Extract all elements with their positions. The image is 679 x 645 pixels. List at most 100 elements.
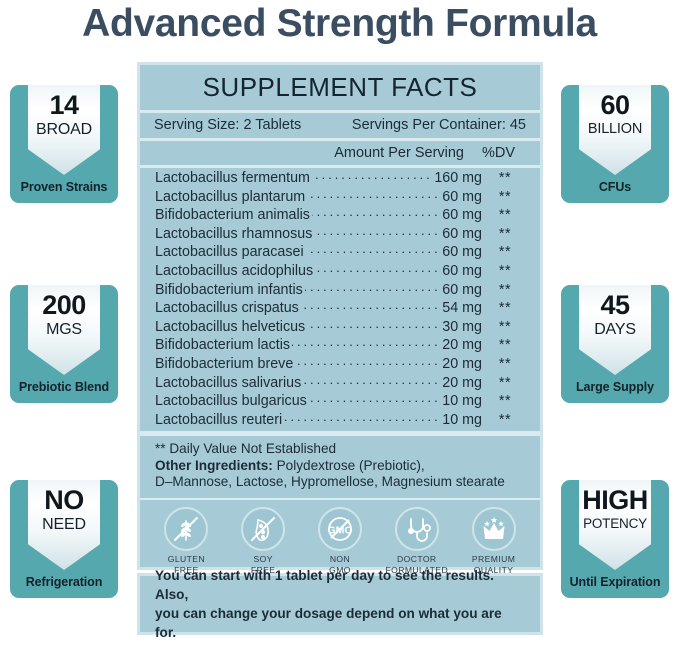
ingredient-name: Lactobacillus plantarum	[155, 188, 306, 205]
ingredient-amount: 20 mg	[442, 355, 482, 372]
leader-dots: ········································	[311, 170, 433, 185]
leader-dots: ········································	[303, 374, 441, 390]
page-title: Advanced Strength Formula	[82, 2, 597, 45]
ingredient-name: Lactobacillus reuteri	[155, 411, 283, 428]
ingredient-amount: 10 mg	[442, 411, 482, 428]
ingredient-dv: **	[498, 318, 512, 335]
servings-per-container: Servings Per Container: 45	[351, 117, 526, 133]
badge-cfus: 60 BILLION CFUs	[561, 85, 669, 203]
svg-text:GMO: GMO	[327, 524, 352, 536]
badge-proven-strains: 14 BROAD Proven Strains	[10, 85, 118, 203]
ingredient-dv: **	[498, 300, 512, 317]
ingredient-amount: 30 mg	[442, 318, 482, 335]
certification-row: GLUTEN FREE SOY FREE GMO NON GMO DOCTOR FORMULAT…	[140, 500, 540, 582]
badge-ribbon: 45 DAYS	[579, 285, 651, 375]
gmo-slash-icon: GMO	[317, 506, 362, 551]
badge-ribbon: 60 BILLION	[579, 85, 651, 175]
ingredient-row: Lactobacillus plantarum ·················…	[140, 188, 540, 207]
other-ingredients-text-1: Polydextrose (Prebiotic),	[272, 457, 425, 473]
certification-label-line-1: NON	[329, 553, 351, 564]
ingredient-dv: **	[498, 337, 512, 354]
ingredient-dv: **	[498, 225, 512, 242]
crown-stars-icon	[471, 506, 516, 551]
leader-dots: ········································	[301, 300, 441, 316]
serving-info-row: Serving Size: 2 Tablets Servings Per Con…	[140, 113, 540, 138]
badge-caption: Until Expiration	[569, 575, 661, 589]
ingredient-list: Lactobacillus fermentum ·················…	[140, 168, 540, 431]
ingredient-name: Bifidobacterium breve	[155, 355, 294, 372]
badge-ribbon: 200 MGS	[28, 285, 100, 375]
certification-badge: GLUTEN FREE	[151, 506, 221, 576]
ingredient-dv: **	[498, 244, 512, 261]
badge-caption: Prebiotic Blend	[18, 380, 110, 394]
soybean-slash-icon	[241, 506, 286, 551]
ingredient-row: Lactobacillus crispatus ·················…	[140, 299, 540, 318]
badge-value: 45	[600, 290, 630, 320]
certification-label-line-1: DOCTOR	[397, 553, 437, 564]
ingredient-dv: **	[498, 355, 512, 372]
ingredient-name: Lactobacillus helveticus	[155, 318, 306, 335]
ingredient-row: Bifidobacterium breve ···················…	[140, 355, 540, 374]
serving-size: Serving Size: 2 Tablets	[154, 117, 302, 133]
ingredient-row: Lactobacillus salivarius ················…	[140, 374, 540, 393]
ingredient-amount: 20 mg	[442, 337, 482, 354]
divider	[140, 110, 540, 113]
certification-badge: GMO NON GMO	[305, 506, 375, 576]
ingredient-amount: 54 mg	[442, 300, 482, 317]
badge-unit: MGS	[46, 321, 82, 338]
certification-label-line-2: FREE	[174, 564, 199, 575]
badge-value: 60	[600, 90, 630, 120]
instruction-line-1: You can start with 1 tablet per day to s…	[155, 568, 494, 602]
ingredient-dv: **	[498, 411, 512, 428]
other-ingredients-line-2: D–Mannose, Lactose, Hypromellose, Magnes…	[155, 474, 505, 490]
leader-dots: ········································	[309, 393, 441, 409]
badge-unit: NEED	[42, 516, 86, 533]
ingredient-name: Lactobacillus paracasei	[155, 244, 304, 261]
ingredient-amount: 160 mg	[434, 170, 482, 186]
stethoscope-icon	[394, 506, 439, 551]
usage-instruction-box: You can start with 1 tablet per day to s…	[137, 568, 543, 640]
leader-dots: ········································	[306, 244, 441, 260]
badge-refrigeration: NO NEED Refrigeration	[10, 480, 118, 598]
divider	[140, 497, 540, 500]
leader-dots: ········································	[292, 337, 441, 353]
badge-caption: Large Supply	[576, 380, 654, 394]
ingredient-dv: **	[498, 170, 512, 186]
ingredient-name: Bifidobacterium lactis	[155, 337, 291, 354]
ingredient-name: Lactobacillus rhamnosus	[155, 225, 313, 242]
certification-label-line-1: PREMIUM	[471, 553, 516, 564]
badge-unit: POTENCY	[583, 516, 647, 531]
leader-dots: ········································	[311, 207, 441, 223]
badge-value: NO	[44, 485, 84, 515]
ingredient-row: Lactobacillus helveticus ················…	[140, 318, 540, 337]
certification-badge: SOY FREE	[228, 506, 298, 576]
divider	[140, 138, 540, 141]
ingredient-row: Lactobacillus rhamnosus ·················…	[140, 225, 540, 244]
certification-label-line-1: GLUTEN	[167, 553, 206, 564]
certification-label-line-2: GMO	[329, 564, 351, 575]
badge-ribbon: NO NEED	[28, 480, 100, 570]
ingredient-dv: **	[498, 393, 512, 410]
badge-large-supply: 45 DAYS Large Supply	[561, 285, 669, 403]
column-headers-row: Amount Per Serving %DV	[140, 141, 540, 165]
ingredient-amount: 10 mg	[442, 393, 482, 410]
ingredient-dv: **	[498, 188, 512, 205]
ingredient-row: Lactobacillus paracasei ·················…	[140, 243, 540, 262]
leader-dots: ········································	[307, 318, 441, 334]
ingredient-amount: 60 mg	[442, 207, 482, 224]
ingredient-amount: 60 mg	[442, 225, 482, 242]
ingredient-name: Lactobacillus acidophilus	[155, 262, 314, 279]
ingredient-name: Bifidobacterium infantis	[155, 281, 303, 298]
certification-badge: DOCTOR FORMULATED	[382, 506, 452, 576]
certification-label-line-2: FORMULATED	[385, 564, 449, 575]
ingredient-name: Lactobacillus salivarius	[155, 374, 302, 391]
badge-value: 200	[42, 290, 86, 320]
leader-dots: ········································	[305, 281, 441, 297]
wheat-slash-icon	[164, 506, 209, 551]
instruction-line-2: you can change your dosage depend on wha…	[155, 606, 502, 640]
footnote-block: ** Daily Value Not Established Other Ing…	[140, 436, 540, 498]
badge-caption: CFUs	[598, 180, 632, 194]
ingredient-name: Lactobacillus fermentum	[155, 170, 310, 186]
ingredient-row: Bifidobacterium lactis ··················…	[140, 336, 540, 355]
badge-ribbon: 14 BROAD	[28, 85, 100, 175]
